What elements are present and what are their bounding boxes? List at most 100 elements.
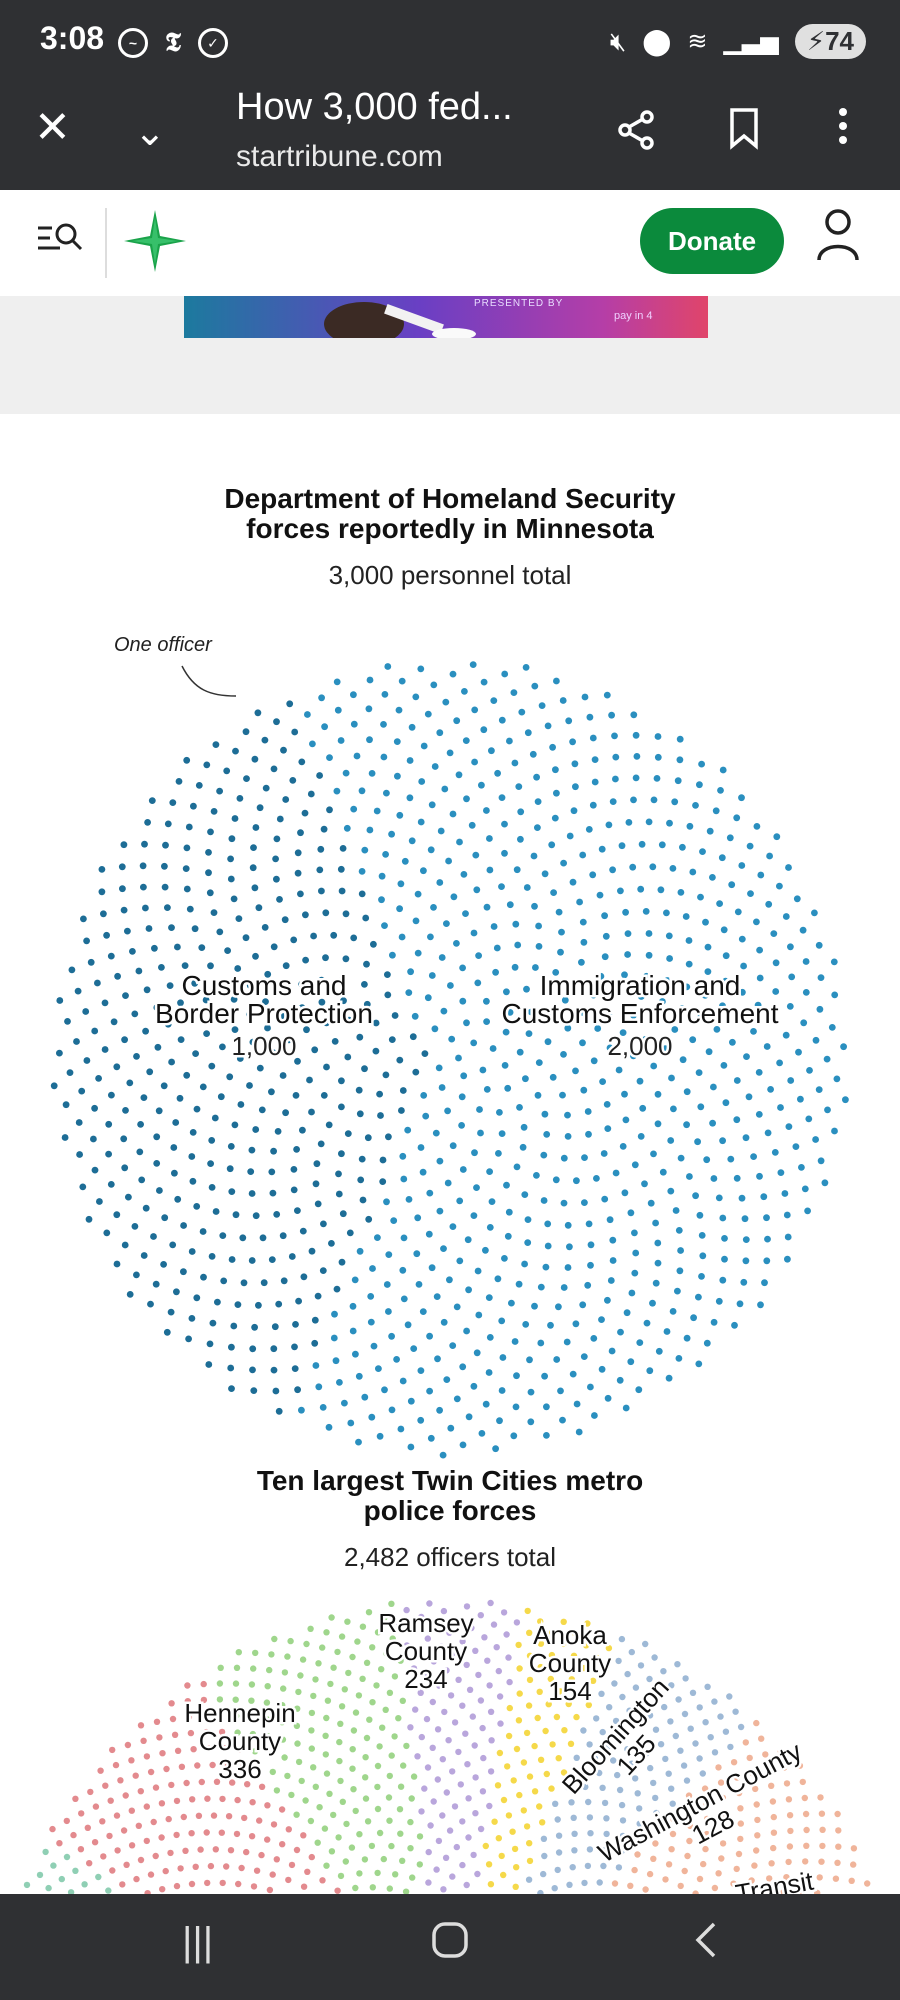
police-officer-dot	[407, 1724, 414, 1731]
ice-officer-dot	[627, 1209, 635, 1217]
cbp-officer-dot	[273, 875, 280, 883]
police-officer-dot	[652, 1726, 660, 1733]
police-officer-dot	[67, 1889, 75, 1894]
police-officer-dot	[477, 1825, 485, 1833]
close-icon[interactable]: ✕	[34, 103, 71, 152]
ice-officer-dot	[641, 1180, 648, 1188]
ice-officer-dot	[798, 1164, 805, 1171]
chart2-title: Ten largest Twin Cities metro police for…	[0, 1466, 900, 1526]
recent-apps-icon[interactable]: |||	[182, 1920, 214, 1964]
more-options-icon[interactable]	[836, 104, 850, 158]
police-officer-dot	[144, 1890, 151, 1894]
police-officer-dot	[818, 1858, 825, 1865]
ice-officer-dot	[566, 832, 574, 840]
cbp-officer-dot	[163, 1328, 171, 1336]
police-officer-dot	[443, 1789, 450, 1796]
share-icon[interactable]	[614, 108, 658, 162]
police-officer-dot	[143, 1803, 150, 1810]
ice-officer-dot	[518, 708, 526, 716]
police-officer-dot	[632, 1775, 639, 1782]
police-officer-dot	[107, 1797, 114, 1804]
cbp-officer-dot	[193, 1203, 201, 1210]
ice-officer-dot	[631, 1161, 639, 1169]
account-icon[interactable]	[816, 208, 860, 269]
mute-icon: 🔇︎	[609, 25, 627, 56]
police-officer-dot	[642, 1886, 649, 1893]
ice-officer-dot	[414, 949, 422, 957]
star-tribune-logo[interactable]	[122, 208, 188, 279]
back-icon[interactable]	[690, 1920, 720, 1970]
police-officer-dot	[225, 1813, 233, 1820]
police-officer-dot	[500, 1871, 507, 1879]
police-officer-dot	[551, 1885, 558, 1892]
ice-officer-dot	[444, 1107, 451, 1115]
police-officer-dot	[449, 1873, 456, 1880]
police-officer-dot	[513, 1864, 520, 1871]
police-officer-dot	[618, 1731, 626, 1739]
cbp-officer-dot	[299, 1126, 306, 1134]
cbp-officer-dot	[140, 1094, 148, 1101]
ice-officer-dot	[599, 1078, 606, 1085]
police-officer-dot	[593, 1715, 600, 1722]
cbp-officer-dot	[139, 862, 147, 870]
police-officer-dot	[84, 1824, 92, 1832]
police-officer-dot	[602, 1667, 609, 1674]
police-officer-dot	[244, 1781, 251, 1788]
ice-officer-dot	[591, 778, 599, 786]
ice-officer-dot	[375, 1365, 382, 1372]
police-officer-dot	[312, 1676, 319, 1683]
bookmark-icon[interactable]	[724, 106, 764, 160]
cbp-officer-dot	[260, 1279, 268, 1287]
ice-officer-dot	[381, 1386, 388, 1394]
ice-officer-dot	[651, 1017, 659, 1025]
police-officer-dot	[273, 1787, 281, 1794]
ice-officer-dot	[755, 1111, 763, 1118]
ice-officer-dot	[787, 1077, 795, 1084]
ad-banner[interactable]: PRESENTED BY pay in 4	[184, 296, 708, 338]
messenger-icon: ~	[118, 28, 148, 58]
police-officer-dot	[180, 1813, 187, 1821]
police-officer-dot	[513, 1619, 521, 1626]
ice-officer-dot	[356, 1247, 364, 1255]
police-officer-dot	[600, 1862, 607, 1870]
cbp-officer-dot	[268, 1256, 276, 1263]
police-officer-dot	[459, 1861, 466, 1869]
police-officer-dot	[279, 1736, 287, 1743]
ice-officer-dot	[842, 1096, 849, 1104]
ice-officer-dot	[488, 747, 495, 755]
ice-officer-dot	[817, 974, 825, 981]
police-officer-dot	[573, 1754, 580, 1762]
cbp-officer-dot	[314, 1200, 322, 1208]
donate-button[interactable]: Donate	[640, 208, 784, 274]
police-officer-dot	[681, 1867, 688, 1875]
police-officer-dot	[753, 1847, 760, 1854]
cbp-officer-dot	[269, 1189, 277, 1197]
cbp-officer-dot	[147, 1300, 154, 1308]
police-officer-dot	[526, 1840, 533, 1847]
home-icon[interactable]	[430, 1920, 470, 1970]
ice-officer-dot	[426, 1332, 433, 1340]
ice-officer-dot	[549, 743, 556, 751]
ice-officer-dot	[493, 944, 501, 952]
police-officer-dot	[266, 1666, 273, 1674]
police-officer-dot	[737, 1723, 745, 1731]
page-title[interactable]: How 3,000 fed...	[236, 86, 513, 128]
ice-officer-dot	[677, 1247, 684, 1254]
cbp-officer-dot	[230, 895, 238, 903]
ice-officer-dot	[658, 841, 666, 849]
cbp-officer-dot	[200, 1273, 207, 1281]
menu-search-icon[interactable]	[36, 220, 84, 269]
chevron-down-icon[interactable]: ⌄	[134, 112, 166, 154]
cbp-officer-dot	[228, 1256, 236, 1263]
page-domain[interactable]: startribune.com	[236, 140, 443, 173]
cbp-officer-dot	[164, 1020, 172, 1028]
police-officer-dot	[819, 1826, 826, 1834]
police-officer-dot	[603, 1830, 610, 1838]
ice-officer-dot	[579, 918, 587, 926]
police-officer-dot	[250, 1883, 258, 1890]
ice-officer-dot	[645, 930, 653, 937]
ice-officer-dot	[544, 1242, 552, 1250]
ice-officer-dot	[510, 1432, 518, 1440]
ice-officer-dot	[511, 759, 519, 767]
